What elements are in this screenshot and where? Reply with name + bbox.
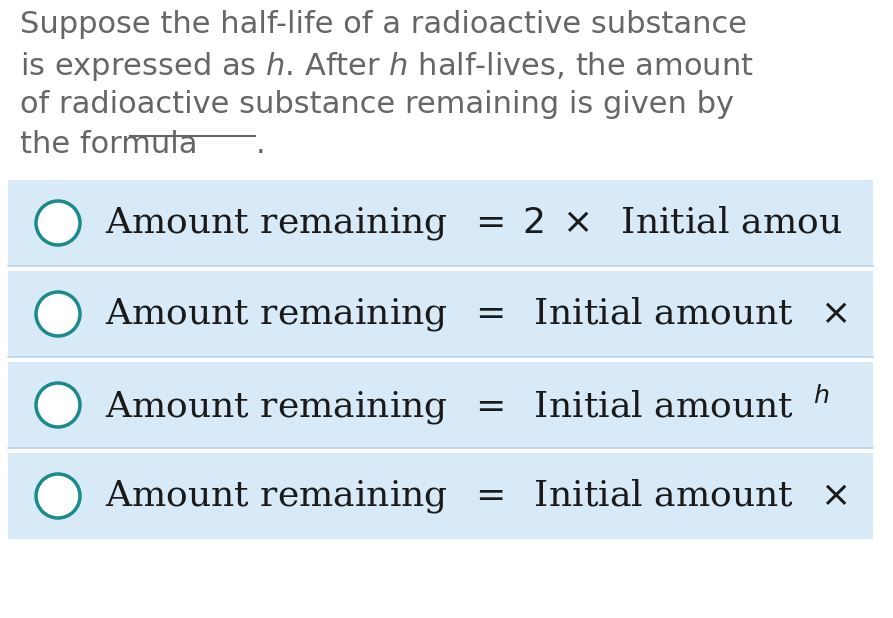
FancyBboxPatch shape	[8, 362, 873, 448]
Text: Suppose the half-life of a radioactive substance: Suppose the half-life of a radioactive s…	[20, 10, 747, 39]
Circle shape	[36, 292, 80, 336]
Text: Amount remaining $\;=\;2\;\times\;$ Initial amou: Amount remaining $\;=\;2\;\times\;$ Init…	[105, 204, 842, 242]
Circle shape	[36, 383, 80, 427]
Text: Amount remaining $\;=\;$ Initial amount $\;\times$: Amount remaining $\;=\;$ Initial amount …	[105, 477, 847, 515]
Text: Amount remaining $\;=\;$ Initial amount $\;^{h}$: Amount remaining $\;=\;$ Initial amount …	[105, 383, 830, 427]
FancyBboxPatch shape	[8, 453, 873, 539]
Text: the formula: the formula	[20, 130, 197, 159]
Text: is expressed as $\it{h}$. After $\it{h}$ half-lives, the amount: is expressed as $\it{h}$. After $\it{h}$…	[20, 50, 754, 83]
Text: .: .	[256, 130, 265, 159]
Circle shape	[36, 201, 80, 245]
Text: Amount remaining $\;=\;$ Initial amount $\;\times$: Amount remaining $\;=\;$ Initial amount …	[105, 295, 847, 333]
Circle shape	[36, 474, 80, 518]
FancyBboxPatch shape	[8, 271, 873, 357]
Text: of radioactive substance remaining is given by: of radioactive substance remaining is gi…	[20, 90, 734, 119]
FancyBboxPatch shape	[8, 180, 873, 266]
